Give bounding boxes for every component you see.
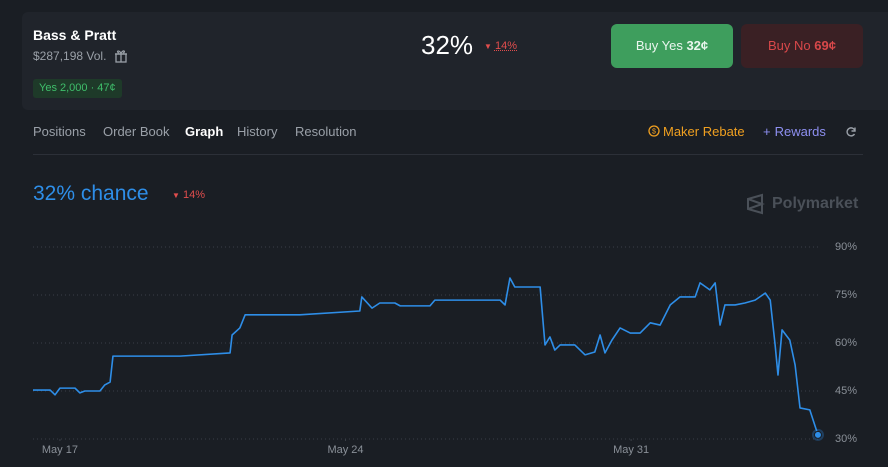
y-tick-label: 90% <box>835 241 857 253</box>
volume-text: $287,198 Vol. <box>33 49 107 63</box>
x-tick-label: May 31 <box>613 444 649 456</box>
refresh-icon[interactable] <box>845 126 857 138</box>
buy-no-button[interactable]: Buy No 69¢ <box>741 24 863 68</box>
buy-no-label: Buy No <box>768 38 811 53</box>
brand-logo <box>747 193 765 215</box>
probability: 32% <box>421 30 474 60</box>
y-tick-label: 60% <box>835 337 857 349</box>
buy-yes-price: 32¢ <box>686 38 709 53</box>
y-tick-label: 45% <box>835 385 857 397</box>
gift-icon <box>114 50 127 63</box>
change-text: 14% <box>494 40 518 52</box>
tab[interactable]: History <box>237 124 278 139</box>
change: ▼ 14% <box>484 40 518 52</box>
svg-text:$: $ <box>652 128 656 135</box>
end-point <box>813 430 822 439</box>
y-tick-label: 30% <box>835 433 857 445</box>
line <box>33 277 819 436</box>
volume: $287,198 Vol. <box>33 49 128 63</box>
chart-change: ▼ 14% <box>172 189 206 201</box>
x-tick-label: May 24 <box>327 444 363 456</box>
buy-yes-button[interactable]: Buy Yes 32¢ <box>611 24 733 68</box>
market-title: Bass & Pratt <box>33 27 117 43</box>
coin-icon: $ <box>648 125 660 137</box>
tab[interactable]: Graph <box>185 124 224 139</box>
x-tick-label: May 17 <box>42 444 78 456</box>
divider <box>33 154 863 155</box>
chart-change-text: 14% <box>182 189 206 201</box>
tab[interactable]: Order Book <box>103 124 170 139</box>
rewards-text: Rewards <box>774 124 826 139</box>
tab[interactable]: Positions <box>33 124 86 139</box>
y-tick-label: 75% <box>835 289 857 301</box>
tab[interactable]: Resolution <box>295 124 357 139</box>
buy-no-price: 69¢ <box>814 38 836 53</box>
maker-rebate[interactable]: $ Maker Rebate <box>648 124 745 139</box>
rewards[interactable]: + Rewards <box>763 124 826 139</box>
position-badge: Yes 2,000 · 47¢ <box>33 79 122 98</box>
buy-yes-label: Buy Yes <box>635 38 683 53</box>
maker-rebate-text: Maker Rebate <box>663 124 745 139</box>
brand: Polymarket <box>772 195 859 212</box>
chart-title: 32% chance <box>33 182 149 205</box>
